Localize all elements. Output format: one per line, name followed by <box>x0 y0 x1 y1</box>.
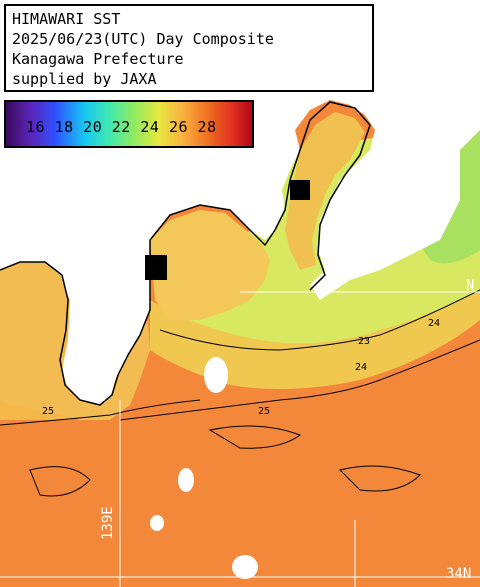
cloud-patch-2 <box>290 180 310 200</box>
coastline <box>0 101 371 406</box>
island-4 <box>232 555 258 579</box>
title-line-1: HIMAWARI SST <box>12 10 121 28</box>
island-1 <box>204 357 228 393</box>
isotherm-label-24b: 24 <box>428 318 441 329</box>
lon-label-139e: 139E <box>100 506 116 540</box>
land-cape <box>285 112 365 270</box>
isotherm-small-1 <box>208 425 302 449</box>
ocean-mid-zone <box>150 290 480 389</box>
title-box: HIMAWARI SST 2025/06/23(UTC) Day Composi… <box>4 4 374 92</box>
legend-labels: 16 18 20 22 24 26 28 <box>26 118 217 136</box>
color-legend: 16 18 20 22 24 26 28 <box>4 100 254 148</box>
cloud-patch <box>145 255 167 280</box>
isotherm-label-25b: 25 <box>258 406 271 417</box>
isotherm-25 <box>0 399 201 426</box>
land-left-coast <box>0 262 150 420</box>
island-2 <box>178 468 194 492</box>
isotherm-small-2 <box>29 466 91 497</box>
isotherm-23 <box>159 289 480 351</box>
island-3 <box>150 515 164 531</box>
isotherm-label-23: 23 <box>358 336 371 347</box>
lat-label-34n: 34N <box>446 566 472 582</box>
isotherm-small-3 <box>339 465 421 492</box>
isotherm-label-24: 24 <box>355 362 368 373</box>
title-line-4: supplied by JAXA <box>12 70 157 88</box>
title-line-3: Kanagawa Prefecture <box>12 50 184 68</box>
title-line-2: 2025/06/23(UTC) Day Composite <box>12 30 274 48</box>
isotherm-24 <box>119 339 480 421</box>
isotherm-label-25: 25 <box>42 406 55 417</box>
lat-label-right: N <box>466 278 475 294</box>
